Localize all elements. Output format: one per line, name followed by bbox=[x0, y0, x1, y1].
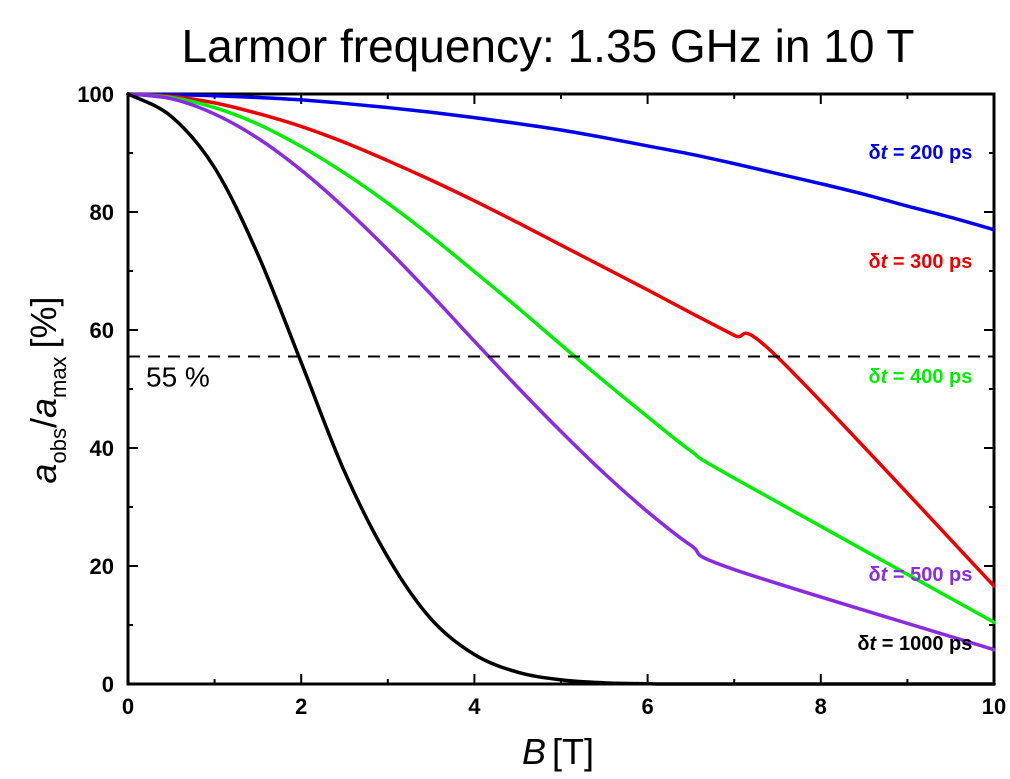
x-tick-label: 2 bbox=[295, 694, 307, 719]
y-tick-label: 80 bbox=[90, 200, 114, 225]
series-line-200-ps bbox=[126, 92, 996, 232]
y-tick-label: 100 bbox=[77, 82, 114, 107]
y-tick-label: 60 bbox=[90, 318, 114, 343]
y-tick-label: 40 bbox=[90, 436, 114, 461]
y-axis-label-slash: / bbox=[23, 418, 64, 428]
y-tick-label: 0 bbox=[102, 672, 114, 697]
series-line-500-ps bbox=[126, 92, 996, 652]
y-axis-label-unit: [%] bbox=[23, 296, 64, 348]
x-tick-label: 6 bbox=[641, 694, 653, 719]
series-labels: δt = 200 ps δt = 300 ps δt = 400 ps δt = 50… bbox=[857, 142, 972, 655]
plot-frame bbox=[126, 92, 996, 686]
x-axis-label-main: B bbox=[522, 731, 546, 772]
series-label-200-ps: δt = 200 ps bbox=[868, 142, 972, 164]
series-line-1000-ps bbox=[126, 92, 996, 686]
y-axis-label-a2: a bbox=[23, 398, 64, 418]
series-label-1000-ps: δt = 1000 ps bbox=[857, 633, 972, 655]
series-line-300-ps bbox=[126, 92, 996, 588]
y-axis-label-sub1: obs bbox=[46, 428, 71, 463]
x-tick-label: 10 bbox=[982, 694, 1006, 719]
x-tick-label: 0 bbox=[122, 694, 134, 719]
series-lines bbox=[126, 92, 996, 686]
y-axis-label-a1: a bbox=[23, 464, 64, 484]
y-tick-label: 20 bbox=[90, 554, 114, 579]
y-axis-label: aobs/amax[%] bbox=[23, 296, 71, 483]
reference-label: 55 % bbox=[146, 362, 210, 393]
series-label-300-ps: δt = 300 ps bbox=[868, 251, 972, 273]
x-tick-label: 4 bbox=[468, 694, 481, 719]
y-axis-label-sub2: max bbox=[46, 356, 71, 398]
chart-title: Larmor frequency: 1.35 GHz in 10 T bbox=[182, 20, 915, 72]
series-line-400-ps bbox=[126, 92, 996, 624]
x-axis-label: B [T] bbox=[522, 731, 594, 772]
x-axis-label-unit: [T] bbox=[552, 731, 594, 772]
series-label-500-ps: δt = 500 ps bbox=[868, 564, 972, 586]
x-tick-label: 8 bbox=[815, 694, 827, 719]
series-label-400-ps: δt = 400 ps bbox=[868, 366, 972, 388]
